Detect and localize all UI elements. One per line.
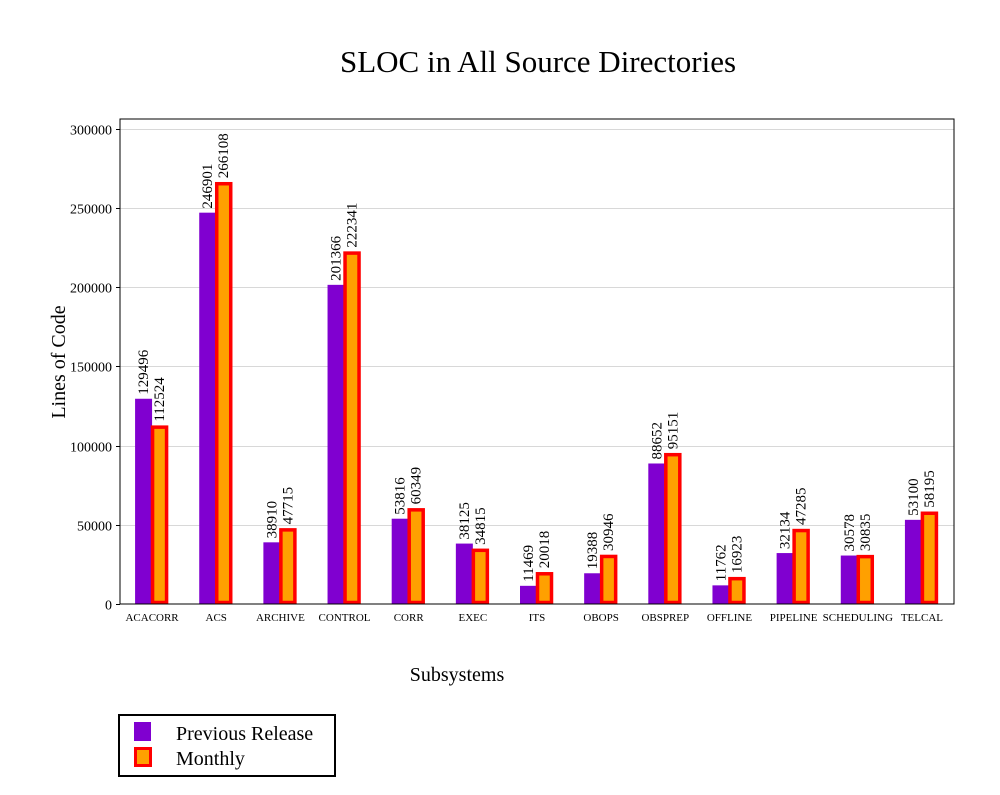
legend-label-monthly: Monthly <box>176 748 245 770</box>
x-tick-label: OBSPREP <box>641 612 689 624</box>
grid-lines <box>120 129 954 526</box>
data-label-previous-release: 11762 <box>713 544 729 581</box>
x-tick-label: CONTROL <box>319 612 371 624</box>
legend-swatch-previous-release <box>134 722 151 741</box>
bar-previous-release <box>712 585 730 604</box>
data-label-monthly: 34815 <box>473 507 489 545</box>
x-tick-label: SCHEDULING <box>823 612 893 624</box>
x-tick-label: ARCHIVE <box>256 612 305 624</box>
data-label-previous-release: 201366 <box>329 235 345 281</box>
x-tick-label: OFFLINE <box>707 612 753 624</box>
x-tick-label: CORR <box>394 612 425 624</box>
x-tick-label: OBOPS <box>583 612 618 624</box>
x-tick-label: ACS <box>206 612 227 624</box>
data-label-monthly: 222341 <box>345 203 361 248</box>
bar-monthly <box>599 554 618 605</box>
legend-label-previous-release: Previous Release <box>176 723 313 745</box>
bar-previous-release <box>455 543 473 604</box>
data-label-monthly: 16923 <box>729 536 745 574</box>
x-axis-ticks: ACACORR ACS ARCHIVE CONTROL CORR EXEC ITS OBOPS… <box>125 612 943 624</box>
data-label-previous-release: 53816 <box>393 477 409 515</box>
chart-title: SLOC in All Source Directories <box>340 44 736 79</box>
x-tick-label: TELCAL <box>901 612 943 624</box>
y-tick-label: 250000 <box>70 203 112 218</box>
legend-frame <box>118 714 336 777</box>
bar-previous-release <box>840 555 858 604</box>
y-tick-label: 150000 <box>70 361 112 376</box>
data-label-monthly: 266108 <box>216 133 232 178</box>
bar-previous-release <box>904 519 922 604</box>
bar-previous-release <box>520 585 537 604</box>
plot-frame <box>119 118 955 605</box>
y-tick-label: 100000 <box>70 441 112 456</box>
bar-monthly <box>343 251 361 605</box>
bar-previous-release <box>327 284 345 604</box>
bar-monthly <box>471 548 490 605</box>
legend: Previous Release Monthly <box>118 714 336 777</box>
bar-monthly <box>407 508 425 605</box>
data-label-monthly: 112524 <box>152 377 168 422</box>
bar-previous-release <box>199 212 217 604</box>
y-tick-label: 200000 <box>70 282 112 297</box>
data-label-previous-release: 246901 <box>200 164 216 209</box>
y-axis-label: Lines of Code <box>48 305 70 418</box>
x-tick-label: ACACORR <box>125 612 179 624</box>
y-tick-label: 0 <box>105 599 112 614</box>
bar-monthly <box>664 452 682 605</box>
data-label-previous-release: 19388 <box>585 532 601 570</box>
bar-monthly <box>279 528 297 605</box>
bar-monthly <box>535 572 554 605</box>
data-label-monthly: 30835 <box>858 514 874 552</box>
x-tick-label: EXEC <box>458 612 487 624</box>
bar-monthly <box>214 181 233 605</box>
data-label-monthly: 60349 <box>409 467 425 505</box>
data-label-previous-release: 88652 <box>649 422 665 460</box>
y-tick-label: 50000 <box>77 520 112 535</box>
data-label-previous-release: 38125 <box>457 502 473 540</box>
bar-previous-release <box>135 398 153 604</box>
x-axis-label: Subsystems <box>410 664 505 686</box>
bar-monthly <box>150 425 169 605</box>
bar-previous-release <box>263 542 281 604</box>
y-tick-label: 300000 <box>70 124 112 139</box>
data-label-monthly: 30946 <box>601 513 617 551</box>
data-label-monthly: 47715 <box>280 487 296 525</box>
bar-monthly <box>792 528 810 605</box>
bar-monthly <box>728 576 746 605</box>
data-label-previous-release: 38910 <box>264 501 280 539</box>
data-label-monthly: 95151 <box>665 412 681 450</box>
x-tick-label: PIPELINE <box>770 612 818 624</box>
data-label-monthly: 47285 <box>794 488 810 526</box>
bar-previous-release <box>584 573 602 604</box>
bar-monthly <box>856 554 875 605</box>
y-axis-ticks: 0 50000 100000 150000 200000 250000 300000 <box>70 124 120 614</box>
data-label-previous-release: 129496 <box>136 349 152 395</box>
bar-previous-release <box>776 553 794 604</box>
bar-previous-release <box>648 463 666 604</box>
data-label-previous-release: 30578 <box>842 514 858 552</box>
data-label-previous-release: 11469 <box>521 545 537 582</box>
bars <box>135 181 939 605</box>
x-tick-label: ITS <box>529 612 546 624</box>
data-label-previous-release: 53100 <box>906 478 922 516</box>
data-label-monthly: 20018 <box>537 531 553 569</box>
data-label-previous-release: 32134 <box>778 511 794 549</box>
legend-swatch-monthly <box>134 747 152 767</box>
bar-monthly <box>920 511 939 605</box>
data-label-monthly: 58195 <box>922 470 938 508</box>
bar-previous-release <box>391 518 409 604</box>
